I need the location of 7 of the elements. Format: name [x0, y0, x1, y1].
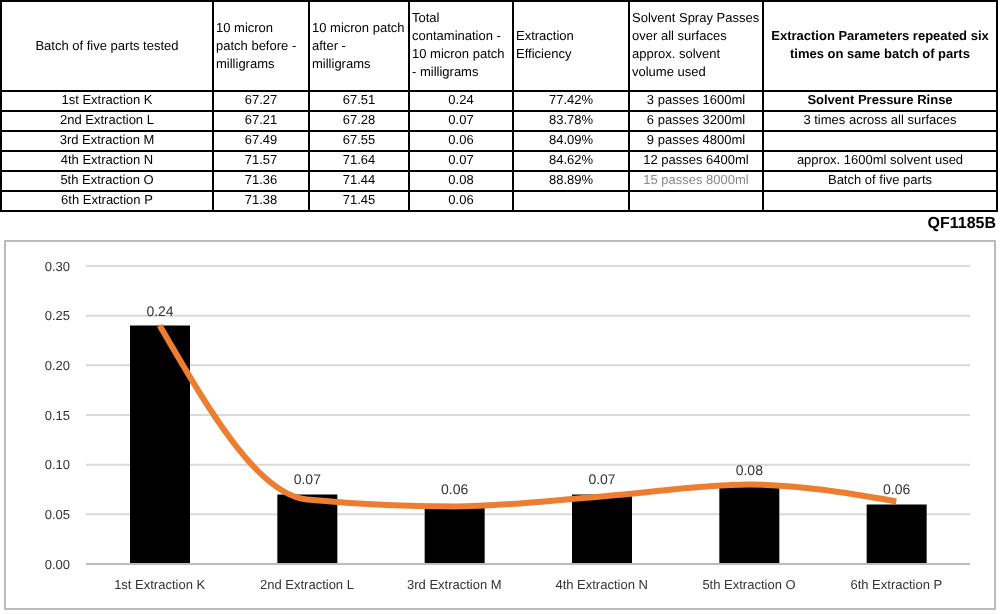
text: QF1185B — [927, 214, 996, 232]
bar — [277, 494, 338, 564]
bar — [572, 494, 632, 564]
bar — [130, 325, 190, 564]
bar — [866, 504, 927, 564]
bar — [424, 504, 485, 564]
bar — [719, 484, 780, 564]
